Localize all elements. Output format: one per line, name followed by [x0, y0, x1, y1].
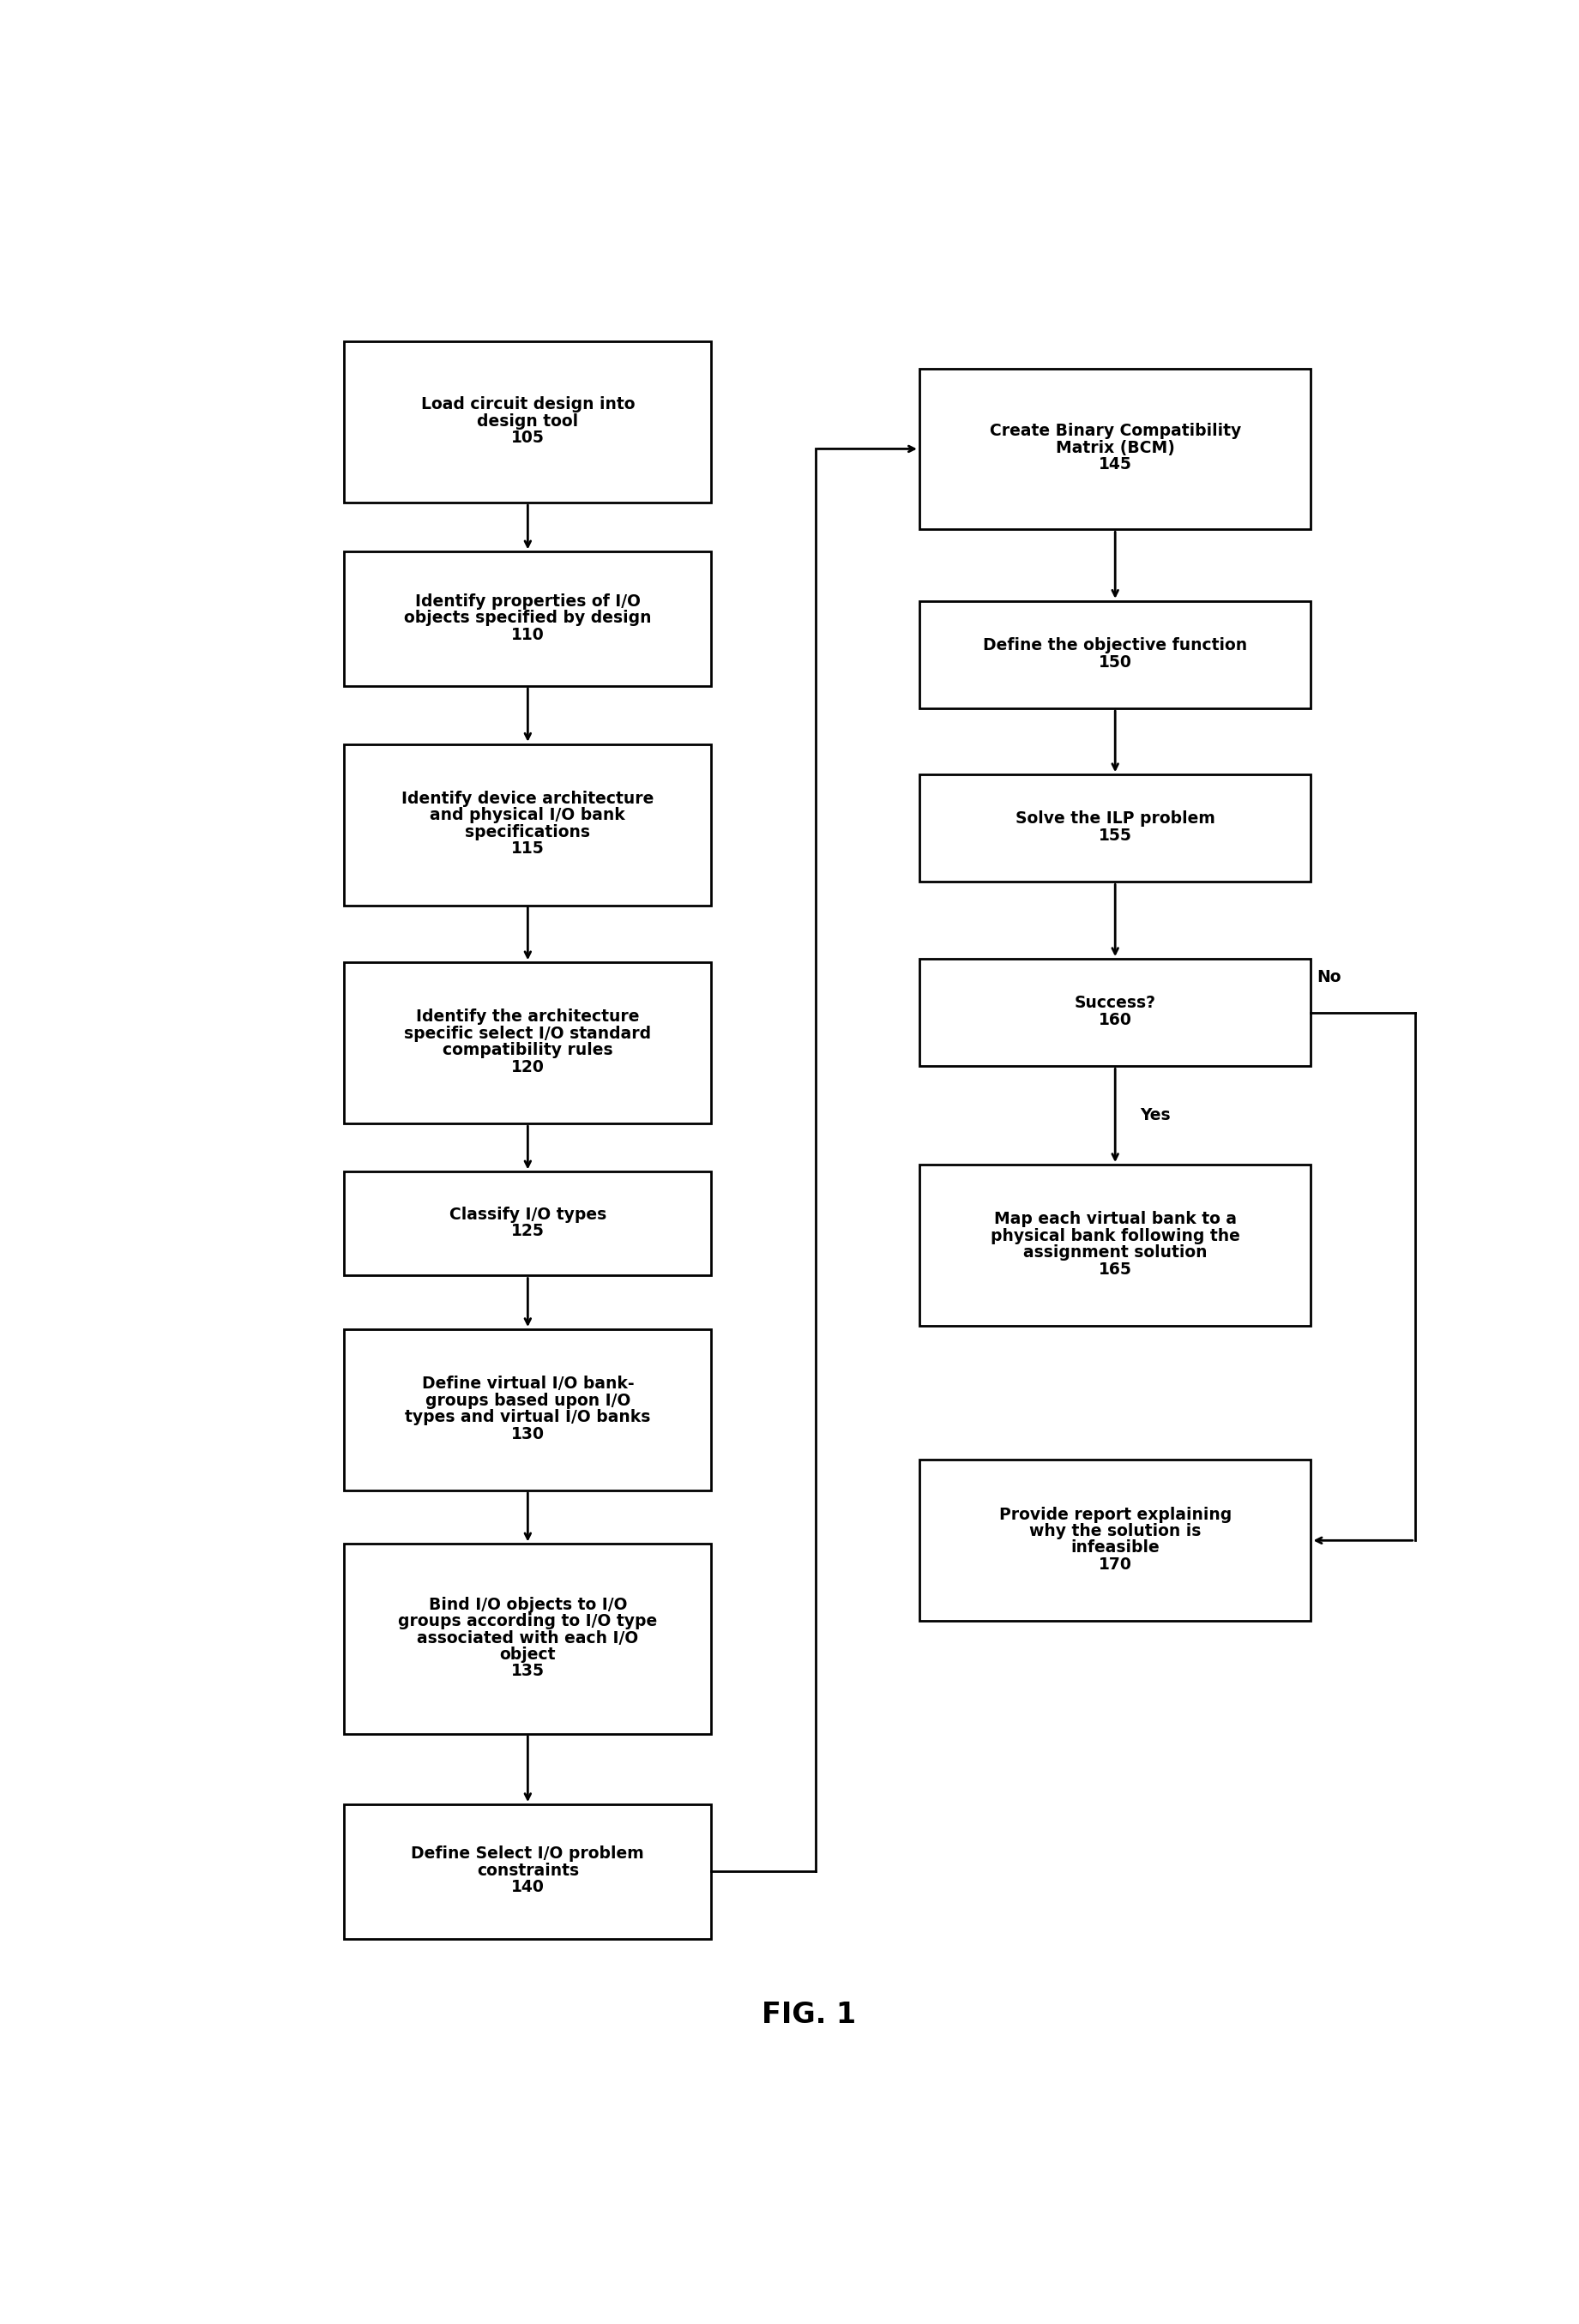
Text: Define Select I/O problem: Define Select I/O problem	[411, 1845, 644, 1862]
Text: Identify the architecture: Identify the architecture	[417, 1009, 639, 1025]
Text: 170: 170	[1099, 1557, 1132, 1573]
Text: 135: 135	[512, 1664, 545, 1680]
FancyBboxPatch shape	[344, 962, 711, 1122]
Text: Success?: Success?	[1074, 995, 1156, 1011]
Text: Classify I/O types: Classify I/O types	[448, 1206, 606, 1222]
Text: associated with each I/O: associated with each I/O	[417, 1629, 638, 1645]
FancyBboxPatch shape	[344, 744, 711, 906]
FancyBboxPatch shape	[344, 1543, 711, 1734]
FancyBboxPatch shape	[344, 551, 711, 686]
FancyBboxPatch shape	[344, 1803, 711, 1938]
Text: why the solution is: why the solution is	[1030, 1522, 1202, 1538]
Text: and physical I/O bank: and physical I/O bank	[429, 806, 625, 823]
Text: specifications: specifications	[466, 825, 591, 841]
FancyBboxPatch shape	[919, 602, 1311, 709]
FancyBboxPatch shape	[919, 774, 1311, 881]
FancyBboxPatch shape	[919, 960, 1311, 1067]
Text: compatibility rules: compatibility rules	[442, 1041, 613, 1057]
Text: object: object	[499, 1645, 556, 1662]
Text: 160: 160	[1099, 1011, 1132, 1027]
Text: Provide report explaining: Provide report explaining	[1000, 1506, 1232, 1522]
Text: specific select I/O standard: specific select I/O standard	[404, 1025, 652, 1041]
Text: 120: 120	[512, 1060, 545, 1076]
Text: 110: 110	[512, 627, 545, 644]
Text: 130: 130	[512, 1427, 545, 1443]
Text: constraints: constraints	[477, 1862, 579, 1878]
Text: assignment solution: assignment solution	[1023, 1243, 1208, 1262]
Text: objects specified by design: objects specified by design	[404, 609, 652, 625]
Text: No: No	[1317, 969, 1342, 985]
Text: 155: 155	[1099, 827, 1132, 844]
FancyBboxPatch shape	[344, 342, 711, 502]
FancyBboxPatch shape	[919, 1459, 1311, 1622]
Text: types and virtual I/O banks: types and virtual I/O banks	[404, 1408, 651, 1425]
Text: infeasible: infeasible	[1071, 1541, 1159, 1557]
FancyBboxPatch shape	[344, 1171, 711, 1276]
Text: Solve the ILP problem: Solve the ILP problem	[1015, 811, 1214, 827]
Text: 115: 115	[512, 841, 545, 858]
Text: physical bank following the: physical bank following the	[990, 1227, 1240, 1243]
Text: Create Binary Compatibility: Create Binary Compatibility	[990, 423, 1241, 439]
Text: groups according to I/O type: groups according to I/O type	[398, 1613, 657, 1629]
FancyBboxPatch shape	[344, 1329, 711, 1490]
Text: 125: 125	[512, 1222, 545, 1239]
FancyBboxPatch shape	[919, 367, 1311, 530]
Text: Yes: Yes	[1140, 1106, 1170, 1122]
Text: Identify device architecture: Identify device architecture	[401, 790, 654, 806]
Text: 140: 140	[512, 1880, 545, 1896]
Text: Load circuit design into: Load circuit design into	[420, 397, 635, 414]
Text: 165: 165	[1099, 1262, 1132, 1278]
Text: Define the objective function: Define the objective function	[984, 637, 1247, 653]
Text: FIG. 1: FIG. 1	[763, 2001, 856, 2029]
Text: Map each virtual bank to a: Map each virtual bank to a	[993, 1211, 1236, 1227]
Text: Matrix (BCM): Matrix (BCM)	[1056, 439, 1175, 456]
Text: design tool: design tool	[477, 414, 578, 430]
Text: 145: 145	[1099, 456, 1132, 472]
FancyBboxPatch shape	[919, 1164, 1311, 1325]
Text: 105: 105	[512, 430, 545, 446]
Text: Define virtual I/O bank-: Define virtual I/O bank-	[422, 1376, 635, 1392]
Text: Bind I/O objects to I/O: Bind I/O objects to I/O	[428, 1597, 627, 1613]
Text: groups based upon I/O: groups based upon I/O	[425, 1392, 630, 1408]
Text: Identify properties of I/O: Identify properties of I/O	[415, 593, 641, 609]
Text: 150: 150	[1099, 653, 1132, 669]
